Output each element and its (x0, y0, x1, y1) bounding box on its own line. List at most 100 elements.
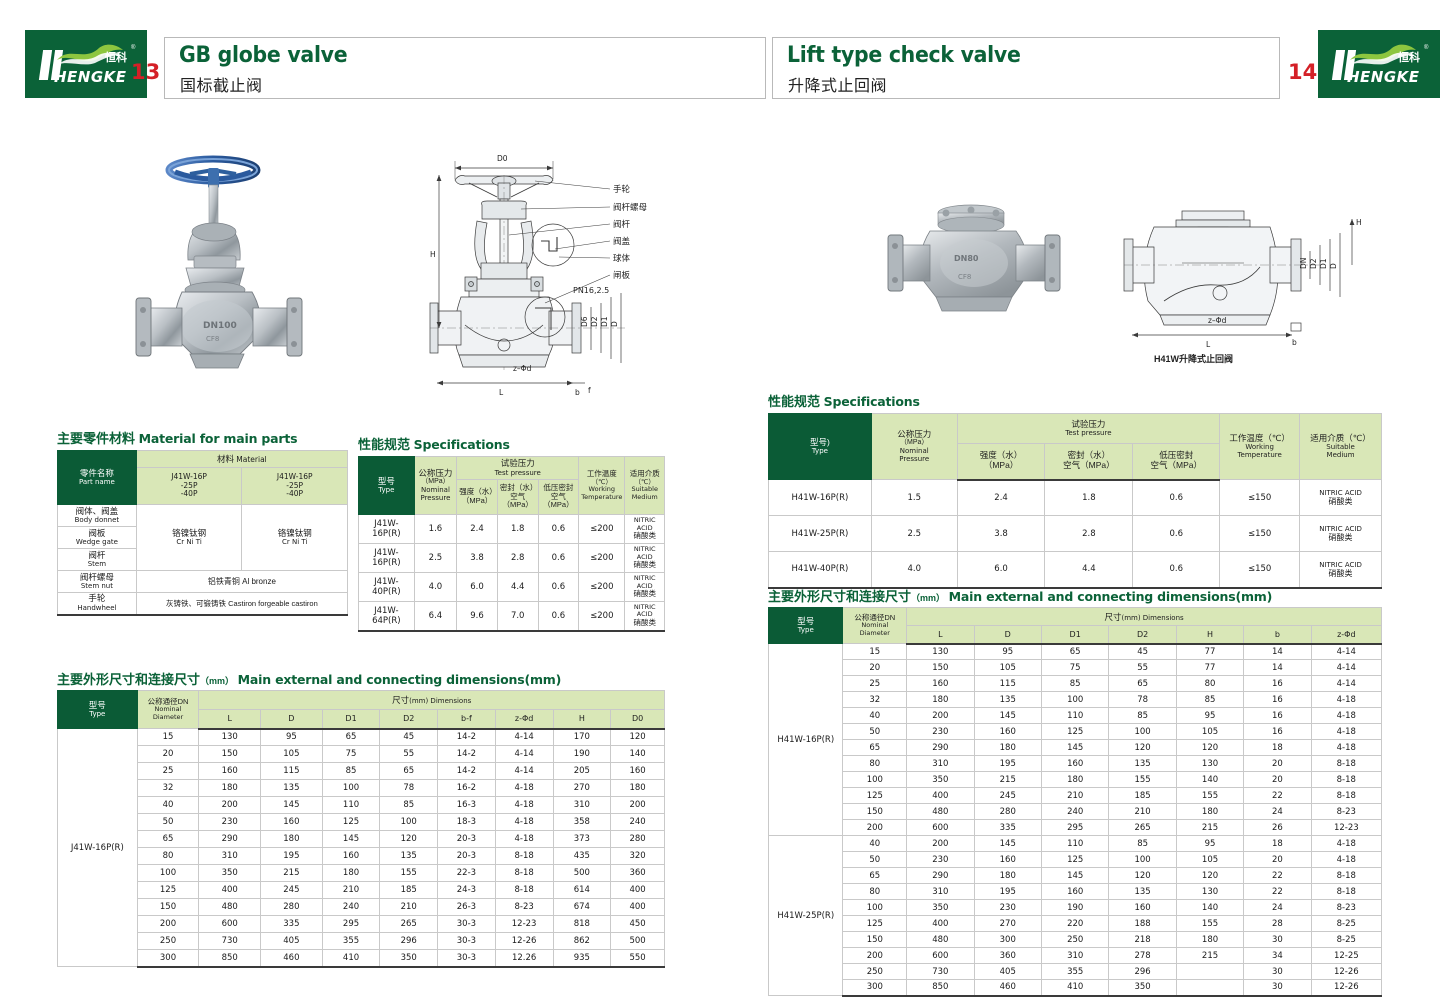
cell-l: 230 (906, 851, 975, 868)
model-2-line3: -40P (286, 489, 304, 499)
table-header-row: 型号 Type 公称压力 （MPa） Nominal Pressure 试验压力… (358, 456, 665, 515)
header-nominal-pressure: 公称压力 （MPa） Nominal Pressure (413, 456, 458, 515)
cell-l: 160 (198, 762, 262, 780)
cell-z-d: 4-18 (494, 813, 554, 831)
cell-z-d: 8-25 (1310, 915, 1383, 932)
cell-h: 95 (1175, 835, 1245, 852)
cell-d2: 65 (1108, 675, 1177, 692)
cell-d1: 125 (1040, 851, 1110, 868)
cell-l: 230 (198, 813, 262, 831)
cell-d1: 220 (1040, 915, 1110, 932)
material-title-en: Material for main parts (138, 431, 298, 446)
cell-nominal-diameter: 25 (136, 762, 200, 780)
cell-nominal-diameter: 40 (136, 796, 200, 814)
header-model-col-1: J41W-16P -25P -40P (135, 467, 243, 505)
cell-b-f: 30-3 (437, 932, 496, 950)
cell-z-d: 8-23 (494, 898, 554, 916)
table-row: 40 200 145 110 85 95 16 4-18 (769, 707, 1383, 724)
material-for-main-parts-table: 零件名称 Part name 材料 Material J41W-16P -25P… (57, 450, 349, 616)
cell-h: 130 (1175, 883, 1245, 900)
cell-nominal-diameter: 50 (136, 813, 200, 831)
header-working-temp: 工作温度 （℃） Working Temperature (578, 456, 626, 515)
row-stem-nut: 阀杆螺母 Stem nut (57, 570, 137, 593)
cell-d2: 210 (379, 898, 439, 916)
cell-d1: 240 (1040, 803, 1110, 820)
cell-z-d: 8-25 (1310, 931, 1383, 948)
table-row: 阀杆 Stem (57, 548, 348, 571)
header-col-b: b (1243, 625, 1312, 645)
cell-b-f: 14-2 (437, 745, 496, 763)
table-row: 200 600 335 295 265 30-3 12-23 818 450 (58, 915, 665, 933)
logo-bar-icon (1331, 50, 1346, 80)
cell-nominal-diameter: 100 (136, 864, 200, 882)
cell-type: J41W-16P(R) (358, 514, 415, 544)
cell-z-d: 12-26 (1310, 979, 1383, 997)
header-col-z-d: z-Φd (1310, 625, 1383, 645)
cell-z-d: 12-26 (1310, 963, 1383, 980)
model-1-line3: -40P (180, 489, 198, 499)
cell-d2: 78 (379, 779, 439, 797)
cell-d: 460 (260, 949, 323, 968)
logo-registered-icon: ® (1424, 45, 1429, 51)
dim-label-d: D (1329, 263, 1338, 269)
cell-d2: 100 (1108, 851, 1177, 868)
cell-medium: NITRIC ACID 硝酸类 (1299, 515, 1382, 552)
material-table-title: 主要零件材料 Material for main parts (57, 428, 298, 447)
cell-b: 20 (1243, 755, 1312, 772)
cell-l: 130 (198, 728, 262, 746)
table-row: J41W-40P(R) 4.0 6.0 4.4 0.6 ≤200 NITRIC … (358, 572, 665, 602)
cell-seal: 2.8 (1044, 515, 1134, 552)
right-dim-title-cn: 主要外形尺寸和连接尺寸 (768, 589, 912, 604)
cell-cr-ni-ti-2: 铬镍钛钢 Cr Ni Ti (241, 504, 348, 571)
dim-label-l: L (499, 388, 504, 397)
table-subheader-row: 强度（水） （MPa） 密封（水） 空气（MPa） 低压密封 空气（MPa） (769, 443, 1382, 481)
cell-d0: 500 (610, 932, 665, 950)
header-seal: 密封（水） 空气（MPa） (1044, 443, 1134, 481)
cell-nominal-pressure: 4.0 (413, 572, 458, 602)
cell-strength: 2.4 (456, 514, 498, 544)
cell-strength: 6.0 (956, 551, 1046, 589)
cell-h: 215 (1175, 819, 1245, 836)
cell-nominal-pressure: 6.4 (413, 601, 458, 632)
cell-type-group: J41W-16P(R) (57, 728, 138, 967)
material-title-cn: 主要零件材料 (57, 431, 136, 446)
cell-nominal-diameter: 250 (842, 963, 908, 980)
cell-nominal-diameter: 200 (842, 819, 908, 836)
table-row: J41W-16P(R) 1.6 2.4 1.8 0.6 ≤200 NITRIC … (358, 514, 665, 544)
right-specifications-table: 型号) Type 公称压力 （MPa） Nominal Pressure 试验压… (768, 413, 1382, 589)
row-wedge-gate: 阀板 Wedge gate (57, 526, 137, 549)
model-1-line1: J41W-16P (171, 472, 207, 482)
cell-d1: 100 (321, 779, 381, 797)
cell-z-d: 12-23 (1310, 819, 1383, 836)
header-col-b-f: b-f (437, 709, 496, 730)
cell-h: 180 (1175, 803, 1245, 820)
header-dimensions-group: 尺寸(mm) Dimensions (906, 607, 1382, 626)
cell-nominal-diameter: 25 (842, 675, 908, 692)
svg-text:CF8: CF8 (958, 273, 971, 281)
cell-d2: 100 (379, 813, 439, 831)
cell-l: 730 (198, 932, 262, 950)
header-part-name-cn: 零件名称 (79, 467, 114, 478)
cell-h: 155 (1175, 787, 1245, 804)
table-row: 250 730 405 355 296 30 12-26 (769, 963, 1383, 980)
cell-d: 195 (260, 847, 323, 865)
cell-h: 105 (1175, 723, 1245, 740)
cell-medium: NITRIC ACID 硝酸类 (624, 543, 665, 573)
cell-l: 730 (906, 963, 975, 980)
cell-b: 16 (1243, 691, 1312, 708)
dim-label-b: b (1292, 338, 1297, 347)
cell-nominal-diameter: 32 (842, 691, 908, 708)
cell-d1: 100 (1040, 691, 1110, 708)
cell-type: J41W-40P(R) (358, 572, 415, 602)
cell-nominal-diameter: 200 (842, 947, 908, 964)
left-spec-title-en: Specifications (413, 437, 510, 452)
cell-d1: 85 (1040, 675, 1110, 692)
cell-h: 373 (552, 830, 612, 848)
left-dim-title-en: Main external and connecting dimensions(… (237, 672, 562, 687)
cell-seal: 2.8 (496, 543, 539, 573)
header-nominal-diameter: 公称通径DN Nominal Diameter (136, 690, 200, 729)
dim-label-d2: D2 (1309, 258, 1318, 269)
cell-l: 350 (906, 899, 975, 916)
cell-d: 195 (973, 883, 1042, 900)
cell-d1: 250 (1040, 931, 1110, 948)
